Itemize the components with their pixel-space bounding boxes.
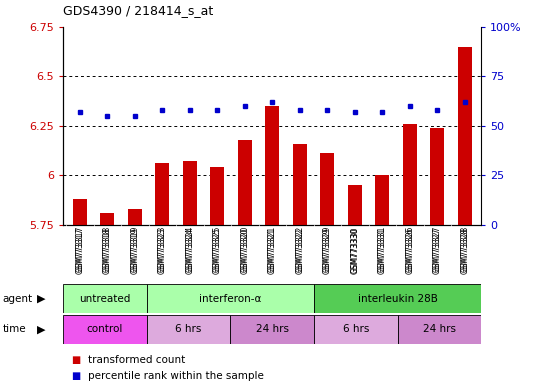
Bar [63, 315, 147, 344]
Text: 24 hrs: 24 hrs [256, 324, 289, 334]
Text: GSM773329: GSM773329 [323, 227, 332, 274]
Text: GSM773325: GSM773325 [213, 227, 222, 274]
Text: GDS4390 / 218414_s_at: GDS4390 / 218414_s_at [63, 4, 213, 17]
Bar [238, 140, 252, 225]
Bar [210, 167, 224, 225]
Bar [155, 163, 169, 225]
Text: control: control [87, 324, 123, 334]
Text: percentile rank within the sample: percentile rank within the sample [88, 371, 264, 381]
Text: ▶: ▶ [37, 293, 46, 304]
Bar [73, 199, 87, 225]
Bar [265, 106, 279, 225]
Text: ■: ■ [72, 355, 81, 365]
Text: 24 hrs: 24 hrs [423, 324, 456, 334]
Text: GSM773318: GSM773318 [103, 227, 112, 274]
Bar [147, 284, 314, 313]
Text: GSM773322: GSM773322 [295, 227, 304, 274]
Text: GSM773326: GSM773326 [405, 227, 414, 274]
Bar [403, 124, 417, 225]
Text: 6 hrs: 6 hrs [175, 324, 202, 334]
Text: GSM773317: GSM773317 [75, 227, 84, 274]
Bar [348, 185, 362, 225]
Text: GSM773320: GSM773320 [240, 227, 249, 274]
Bar [230, 315, 314, 344]
Bar [183, 161, 197, 225]
Text: GSM773321: GSM773321 [268, 227, 277, 274]
Text: 6 hrs: 6 hrs [343, 324, 369, 334]
Text: GSM773327: GSM773327 [433, 227, 442, 274]
Text: ■: ■ [72, 371, 81, 381]
Bar [147, 315, 230, 344]
Bar [398, 315, 481, 344]
Text: time: time [3, 324, 26, 334]
Text: agent: agent [3, 293, 33, 304]
Bar [100, 213, 114, 225]
Text: GSM773323: GSM773323 [158, 227, 167, 274]
Bar [63, 284, 147, 313]
Text: transformed count: transformed count [88, 355, 185, 365]
Bar [314, 315, 398, 344]
Text: GSM773331: GSM773331 [378, 227, 387, 274]
Bar [293, 144, 307, 225]
Text: ▶: ▶ [37, 324, 46, 334]
Bar [314, 284, 481, 313]
Text: interleukin 28B: interleukin 28B [358, 293, 438, 304]
Text: GSM773324: GSM773324 [185, 227, 194, 274]
Text: untreated: untreated [79, 293, 131, 304]
Bar [430, 128, 444, 225]
Text: GSM773328: GSM773328 [460, 227, 469, 274]
Bar [320, 154, 334, 225]
Bar [128, 209, 142, 225]
Text: GSM773319: GSM773319 [130, 227, 139, 274]
Text: interferon-α: interferon-α [199, 293, 262, 304]
Text: GSM773330: GSM773330 [350, 227, 359, 274]
Bar [458, 46, 472, 225]
Bar [375, 175, 389, 225]
